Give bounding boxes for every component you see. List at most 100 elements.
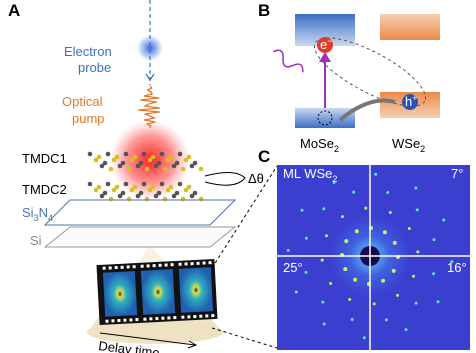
atom [124, 182, 129, 187]
spot [323, 323, 326, 326]
atom [163, 167, 168, 172]
panel-letter: B [258, 1, 270, 20]
subscript: 4 [48, 213, 53, 223]
spot [287, 249, 290, 252]
atom [193, 191, 198, 196]
atom [109, 167, 114, 172]
sprocket [155, 317, 158, 320]
spot [344, 239, 348, 243]
atom [133, 155, 138, 160]
atom [109, 197, 114, 202]
spot [442, 219, 445, 222]
spot [325, 234, 328, 237]
atom [199, 197, 204, 202]
label: pump [72, 111, 105, 126]
label: 16° [447, 260, 467, 275]
atom [193, 161, 198, 166]
atom [121, 161, 126, 166]
spot [414, 186, 417, 189]
atom [103, 191, 108, 196]
sprocket [121, 266, 124, 269]
sprocket [103, 267, 106, 270]
superscript: − [327, 36, 332, 46]
atom [88, 182, 93, 187]
subscript: 2 [334, 144, 339, 154]
spot [353, 278, 357, 282]
atom [139, 191, 144, 196]
atom [187, 185, 192, 190]
spot [305, 271, 308, 274]
sprocket [153, 264, 156, 267]
label: WSe2 [392, 136, 425, 154]
spot [392, 269, 396, 273]
spot [364, 207, 367, 210]
subscript: 2 [332, 174, 337, 184]
sprocket [161, 317, 164, 320]
spot [374, 173, 377, 176]
sprocket [181, 316, 184, 319]
spot [415, 302, 418, 305]
atom [187, 155, 192, 160]
label: 7° [451, 166, 463, 181]
spot [321, 301, 324, 304]
sprocket [129, 318, 132, 321]
atom [160, 182, 165, 187]
text-part: h [405, 94, 412, 109]
atom [151, 185, 156, 190]
spot [355, 229, 359, 233]
label: Optical [62, 94, 103, 109]
sprocket [184, 262, 187, 265]
photon [270, 48, 305, 77]
spot [412, 275, 415, 278]
sprocket [149, 317, 152, 320]
sprocket [143, 318, 146, 321]
spot [363, 336, 366, 339]
atom [199, 167, 204, 172]
atom [121, 191, 126, 196]
atom [178, 182, 183, 187]
label: Si3N4 [22, 205, 53, 223]
panel-letter: A [8, 1, 20, 20]
frame [179, 267, 213, 313]
spot [396, 294, 399, 297]
atom [178, 152, 183, 157]
text-part: ML WSe [283, 166, 332, 181]
label: Electron [64, 44, 112, 59]
atom [88, 152, 93, 157]
spot [348, 298, 351, 301]
sprocket [133, 265, 136, 268]
sprocket [117, 319, 120, 322]
atom [139, 161, 144, 166]
spot [383, 230, 387, 234]
sprocket [193, 315, 196, 318]
sprocket [123, 319, 126, 322]
atom [181, 167, 186, 172]
label: TMDC1 [22, 151, 67, 166]
atom [145, 197, 150, 202]
atom [145, 167, 150, 172]
label: Si [30, 233, 42, 248]
spot [343, 267, 347, 271]
spot [385, 318, 388, 321]
si3n4-plane [45, 200, 235, 225]
text-part: N [39, 205, 48, 220]
sprocket [205, 314, 208, 317]
atom [175, 191, 180, 196]
atom [97, 185, 102, 190]
spot [404, 328, 407, 331]
sprocket [196, 262, 199, 265]
figure: AElectronprobeOpticalpumpTMDC1TMDC2ΔθSi3… [0, 0, 476, 353]
sprocket [171, 263, 174, 266]
twist-arrow [205, 172, 245, 185]
sprocket [165, 263, 168, 266]
spot [386, 191, 389, 194]
spot [341, 215, 344, 218]
sprocket [141, 265, 144, 268]
atom [142, 182, 147, 187]
electron-glow [137, 35, 163, 61]
sprocket [211, 314, 214, 317]
sprocket [105, 320, 108, 323]
atom [127, 167, 132, 172]
panel-letter: C [258, 147, 270, 166]
sprocket [187, 315, 190, 318]
